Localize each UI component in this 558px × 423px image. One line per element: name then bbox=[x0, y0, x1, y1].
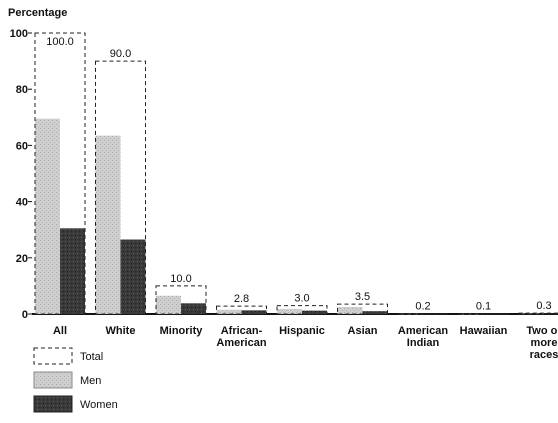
category-label: Minority bbox=[160, 325, 204, 337]
category-label: All bbox=[53, 325, 67, 337]
bar-total-outline bbox=[155, 285, 207, 315]
y-tick-label: 60 bbox=[16, 140, 28, 152]
category-labels: All White Minority African-American Hispanic… bbox=[53, 325, 558, 361]
bar-men bbox=[216, 309, 242, 314]
y-axis-title: Percentage bbox=[8, 7, 67, 19]
bar-total-outline bbox=[518, 312, 558, 315]
category-label: Asian bbox=[348, 325, 378, 337]
bar-total-outline bbox=[337, 303, 388, 315]
bar-total-outline bbox=[216, 305, 267, 315]
bar-total-outline bbox=[458, 313, 509, 315]
total-value-label: 3.0 bbox=[294, 293, 309, 305]
y-tick-label: 0 bbox=[22, 309, 28, 321]
total-value-label: 3.5 bbox=[355, 291, 370, 303]
legend-swatch-women bbox=[33, 395, 73, 413]
legend-swatch-men bbox=[33, 371, 73, 389]
category-label: Two ormoreraces bbox=[526, 325, 558, 361]
total-value-label: 0.1 bbox=[476, 301, 491, 313]
y-tick-label: 40 bbox=[16, 197, 28, 209]
total-value-label: 0.2 bbox=[415, 300, 430, 312]
total-value-label: 10.0 bbox=[170, 273, 191, 285]
y-tick-label: 20 bbox=[16, 253, 28, 265]
category-label: White bbox=[106, 325, 136, 337]
legend-swatch-total bbox=[33, 347, 73, 365]
bar-women bbox=[302, 310, 327, 314]
bar-men bbox=[277, 308, 302, 314]
legend-label: Total bbox=[80, 351, 103, 363]
bar-women bbox=[181, 303, 206, 314]
bars: 100.0 90.0 10.0 2.8 3.0 3.5 0.2 0.1 0.3 bbox=[34, 32, 558, 315]
bar-women bbox=[60, 228, 85, 314]
legend-label: Women bbox=[80, 399, 118, 411]
bar-men bbox=[398, 313, 423, 315]
legend: Total Men Women bbox=[33, 347, 118, 413]
bar-men bbox=[337, 306, 363, 314]
total-value-label: 100.0 bbox=[46, 36, 74, 48]
total-value-label: 0.3 bbox=[536, 300, 551, 312]
bar-women bbox=[544, 313, 558, 315]
bar-women bbox=[362, 311, 388, 314]
total-value-label: 90.0 bbox=[110, 48, 131, 60]
y-axis: 0 20 40 60 80 100 bbox=[10, 28, 558, 321]
bar-women bbox=[241, 310, 267, 314]
category-label: American Indian bbox=[398, 325, 448, 349]
bar-total-outline bbox=[34, 32, 86, 315]
bar-men bbox=[519, 313, 544, 315]
category-label: African-American bbox=[216, 325, 266, 349]
y-tick-label: 100 bbox=[10, 28, 28, 40]
bar-women bbox=[120, 239, 146, 314]
category-label: Hawaiian bbox=[460, 325, 508, 337]
bar-total-outline bbox=[276, 305, 328, 315]
y-tick-label: 80 bbox=[16, 84, 28, 96]
total-value-label: 2.8 bbox=[234, 293, 249, 305]
bar-men bbox=[95, 135, 121, 314]
bar-men bbox=[156, 295, 181, 314]
legend-label: Men bbox=[80, 375, 101, 387]
bar-men bbox=[35, 118, 60, 314]
bar-total-outline bbox=[397, 312, 449, 315]
category-label: Hispanic bbox=[279, 325, 325, 337]
bar-total-outline bbox=[95, 60, 146, 315]
